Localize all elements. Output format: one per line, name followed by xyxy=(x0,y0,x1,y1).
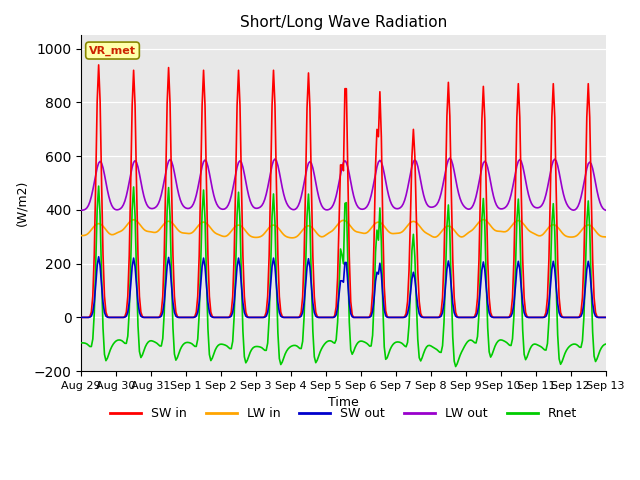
Y-axis label: (W/m2): (W/m2) xyxy=(15,180,28,227)
Legend: SW in, LW in, SW out, LW out, Rnet: SW in, LW in, SW out, LW out, Rnet xyxy=(105,402,582,425)
X-axis label: Time: Time xyxy=(328,396,359,409)
Text: VR_met: VR_met xyxy=(89,46,136,56)
Title: Short/Long Wave Radiation: Short/Long Wave Radiation xyxy=(240,15,447,30)
